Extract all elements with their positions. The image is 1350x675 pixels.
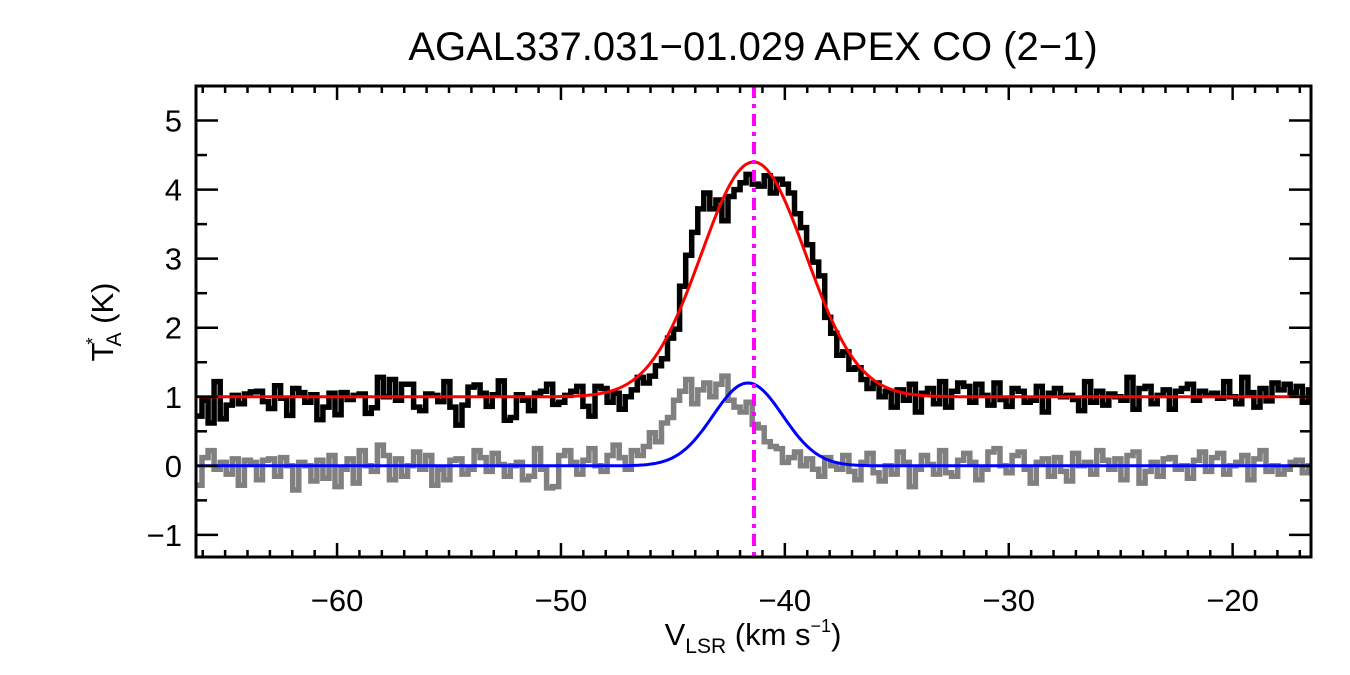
spectrum-offset-line	[196, 171, 1311, 428]
x-axis-label: VLSR (km s−1)	[665, 616, 842, 658]
y-axis-label-main: T	[85, 342, 120, 361]
spectrum-lower-line	[196, 373, 1311, 493]
x-tick-label: −40	[759, 583, 812, 618]
chart-title: AGAL337.031−01.029 APEX CO (2−1)	[408, 25, 1097, 69]
y-axis-label-units: (K)	[85, 283, 120, 333]
x-tick-label: −20	[1206, 583, 1259, 618]
y-tick-label: 0	[165, 449, 182, 484]
y-tick-label: 1	[165, 380, 182, 415]
x-axis-label-units: (km s	[726, 617, 810, 652]
x-tick-label: −30	[982, 583, 1035, 618]
fit-red-line	[196, 160, 1310, 399]
x-tick-label: −60	[311, 583, 364, 618]
y-axis-label-sub: A	[103, 332, 126, 346]
x-axis-label-close: )	[831, 617, 841, 652]
fit-blue-line	[196, 381, 1310, 468]
y-tick-label: 3	[165, 242, 182, 277]
x-axis-label-sub: LSR	[685, 635, 726, 658]
y-tick-label: 4	[165, 173, 182, 208]
x-axis-ticks: −60 −50 −40 −30 −20	[201, 86, 1302, 618]
y-axis-label-sup: *	[83, 338, 103, 345]
y-tick-label: 5	[165, 104, 182, 139]
plot-frame	[194, 84, 1313, 559]
y-axis-ticks: −1 0 1 2 3 4 5	[147, 84, 1311, 553]
y-tick-label: −1	[147, 518, 182, 553]
plot-series	[196, 171, 1311, 493]
x-axis-label-main: V	[665, 617, 686, 652]
y-tick-label: 2	[165, 311, 182, 346]
x-tick-label: −50	[535, 583, 588, 618]
y-axis-label: T*A (K)	[83, 283, 126, 362]
x-axis-label-sup: −1	[811, 616, 832, 636]
